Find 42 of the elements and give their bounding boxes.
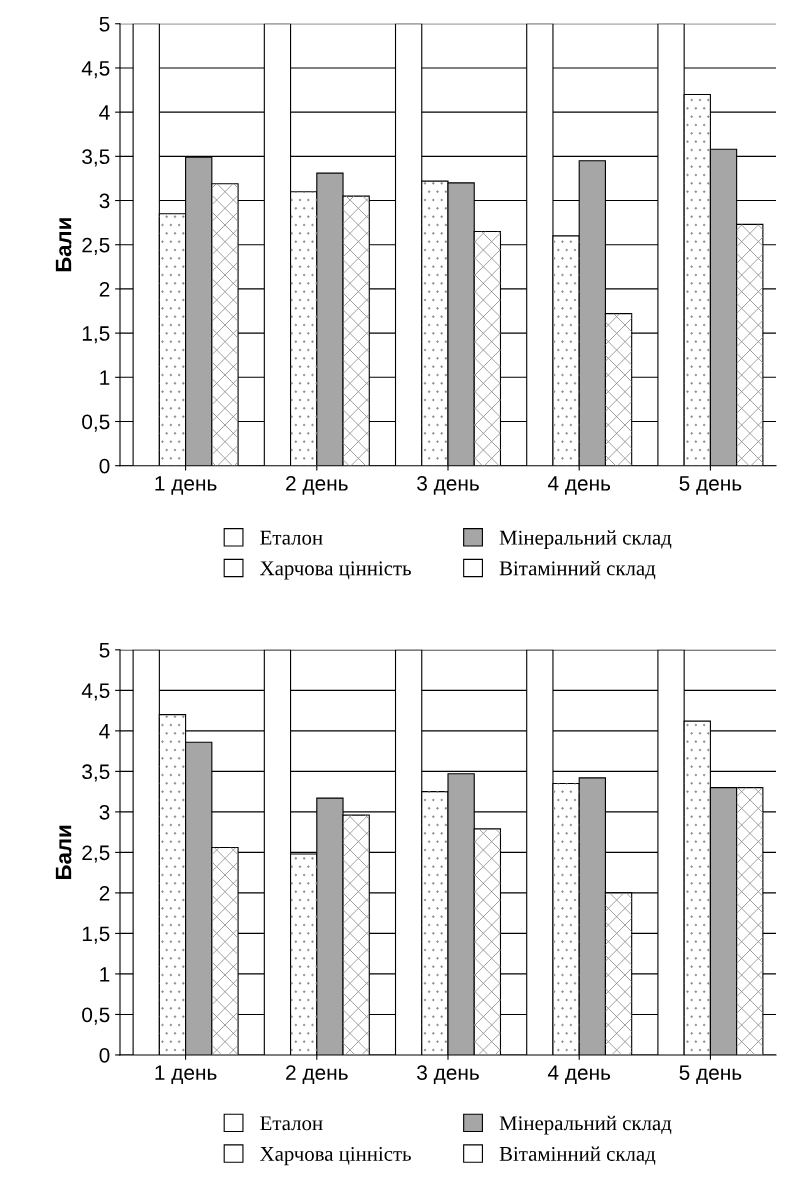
legend-label: Харчова цінність bbox=[260, 561, 411, 580]
y-tick-label: 4 bbox=[99, 724, 110, 739]
y-tick-label: 0 bbox=[99, 1047, 110, 1063]
y-axis-title: Бали bbox=[55, 825, 72, 879]
y-tick-label: 2 bbox=[99, 885, 110, 901]
x-tick-label: 5 день bbox=[679, 1065, 742, 1084]
y-tick-label: 2,5 bbox=[82, 237, 110, 255]
y-tick-label: 4,5 bbox=[81, 61, 110, 79]
y-tick-label: 4 bbox=[99, 105, 110, 120]
x-tick-label: 2 день bbox=[286, 1065, 348, 1084]
y-tick-label: 5 bbox=[99, 16, 110, 32]
y-tick-label: 0,5 bbox=[82, 1007, 110, 1025]
y-tick-label: 3,5 bbox=[82, 149, 110, 167]
y-tick-label: 2 bbox=[99, 281, 110, 297]
x-tick-label: 1 день bbox=[155, 476, 217, 495]
legend-label: Вітамінний склад bbox=[499, 1146, 656, 1165]
legend-label: Мінеральний склад bbox=[499, 1115, 672, 1135]
legend-label: Харчова цінність bbox=[260, 1146, 411, 1166]
x-tick-label: 4 день bbox=[547, 476, 611, 495]
x-tick-label: 4 день bbox=[547, 1065, 611, 1084]
y-tick-label: 1,5 bbox=[82, 926, 110, 944]
x-tick-label: 3 день bbox=[417, 1065, 479, 1084]
y-tick-label: 5 bbox=[99, 643, 110, 658]
y-tick-label: 3 bbox=[99, 804, 110, 820]
y-tick-label: 3,5 bbox=[82, 764, 110, 782]
y-tick-label: 0,5 bbox=[82, 414, 110, 432]
y-tick-label: 1,5 bbox=[82, 326, 110, 344]
y-tick-label: 0 bbox=[99, 458, 110, 474]
legend-label: Мінеральний склад bbox=[499, 530, 672, 549]
y-tick-label: 1 bbox=[100, 967, 110, 982]
y-axis-title: Бали bbox=[55, 218, 72, 272]
y-tick-label: 2,5 bbox=[82, 845, 110, 863]
x-tick-label: 3 день bbox=[417, 475, 479, 495]
legend-label: Вітамінний склад bbox=[499, 560, 656, 580]
legend-label: Еталон bbox=[260, 1116, 323, 1131]
y-tick-label: 1 bbox=[100, 370, 110, 385]
x-tick-label: 1 день bbox=[155, 1065, 217, 1084]
y-tick-label: 4,5 bbox=[81, 683, 110, 701]
legend-label: Еталон bbox=[260, 530, 323, 545]
y-tick-label: 3 bbox=[99, 193, 110, 209]
x-tick-label: 5 день bbox=[679, 476, 742, 495]
x-tick-label: 2 день bbox=[286, 475, 348, 495]
